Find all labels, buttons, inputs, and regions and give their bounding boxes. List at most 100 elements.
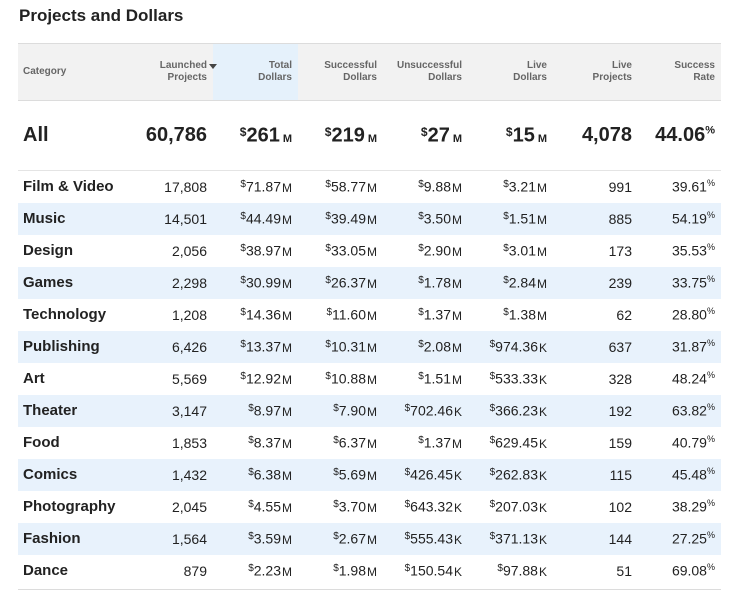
currency-symbol: $ <box>333 531 339 543</box>
amount-value: 4.55 <box>253 498 281 515</box>
amount-unit: M <box>282 308 292 323</box>
launched-projects: 2,045 <box>171 498 207 515</box>
amount-unit: M <box>282 372 292 387</box>
currency-symbol: $ <box>240 307 246 319</box>
success-rate: 28.80% <box>638 299 721 331</box>
total-cell: $8.37M <box>213 427 298 459</box>
currency-symbol: $ <box>404 467 411 479</box>
successful-cell: $10.88M <box>298 363 383 395</box>
percent-symbol: % <box>706 242 715 253</box>
amount-unit: M <box>452 132 462 145</box>
success-rate-value: 39.61 <box>671 179 707 196</box>
column-header-launched[interactable]: Launched Projects <box>143 43 213 101</box>
success-rate-value: 33.75 <box>671 274 707 291</box>
category-name: Theater <box>23 402 78 419</box>
column-header-label: Unsuccessful Dollars <box>396 60 462 83</box>
live-dollars-cell: $3.21M <box>468 171 553 203</box>
successful-cell: $5.69M <box>298 459 383 491</box>
unsuccessful-cell: $1.78M <box>383 267 468 299</box>
live-projects: 102 <box>608 498 632 515</box>
category-name: Comics <box>23 466 78 483</box>
total-cell: $3.59M <box>213 523 298 555</box>
live-projects: 239 <box>608 274 632 291</box>
table-bottom-border <box>18 586 721 590</box>
percent-symbol: % <box>706 210 715 221</box>
unsuccessful-cell: $3.50M <box>383 203 468 235</box>
category-name: Film & Video <box>23 178 114 196</box>
unsuccessful-cell: $2.08M <box>383 331 468 363</box>
currency-symbol: $ <box>503 243 509 255</box>
currency-symbol: $ <box>324 125 332 140</box>
currency-symbol: $ <box>503 211 509 223</box>
sort-descending-icon[interactable] <box>209 64 217 69</box>
launched-projects: 1,432 <box>171 466 207 483</box>
success-rate-value: 35.53 <box>671 242 707 259</box>
column-header-total[interactable]: Total Dollars <box>209 43 298 101</box>
page-title: Projects and Dollars <box>19 6 184 25</box>
live-dollars-cell: $366.23K <box>468 395 553 427</box>
amount-value: 974.36 <box>495 338 538 355</box>
currency-symbol: $ <box>418 275 424 287</box>
amount-unit: M <box>537 181 547 196</box>
percent-symbol: % <box>706 530 715 541</box>
success-rate-value: 45.48 <box>671 466 707 483</box>
currency-symbol: $ <box>404 403 411 415</box>
launched-projects: 1,208 <box>171 306 207 323</box>
column-header-category: Category <box>18 43 143 101</box>
column-header-unsuccessful[interactable]: Unsuccessful Dollars <box>383 43 468 101</box>
live-dollars-cell: $97.88K <box>468 555 553 587</box>
amount-unit: K <box>453 468 462 483</box>
currency-symbol: $ <box>497 563 503 575</box>
percent-symbol: % <box>706 178 715 189</box>
amount-value: 1.51 <box>423 370 451 387</box>
total-cell: $13.37M <box>213 331 298 363</box>
amount-value: 262.83 <box>495 466 538 483</box>
amount-value: 1.98 <box>338 562 366 579</box>
currency-symbol: $ <box>333 403 339 415</box>
amount-value: 219 <box>331 124 365 147</box>
currency-symbol: $ <box>333 467 339 479</box>
amount-unit: M <box>537 212 547 227</box>
success-rate: 39.61% <box>638 171 721 203</box>
live-dollars-cell: $974.36K <box>468 331 553 363</box>
successful-cell: $219 M <box>298 100 383 171</box>
amount-unit: M <box>452 436 462 451</box>
table-row: Art 5,569 $12.92M $10.88M $1.51M $533.33K 328 4… <box>18 363 721 395</box>
currency-symbol: $ <box>240 179 246 191</box>
amount-unit: M <box>452 276 462 291</box>
column-header-success_rate[interactable]: Success Rate <box>638 43 721 101</box>
column-header-label: Total Dollars <box>258 60 292 83</box>
column-header-live_dollars[interactable]: Live Dollars <box>468 43 553 101</box>
amount-unit: M <box>537 244 547 259</box>
table-row: Music 14,501 $44.49M $39.49M $3.50M $1.51M 885… <box>18 202 721 235</box>
live-projects: 991 <box>608 178 632 195</box>
amount-unit: M <box>367 404 377 419</box>
amount-unit: M <box>367 372 377 387</box>
currency-symbol: $ <box>325 371 331 383</box>
currency-symbol: $ <box>248 435 254 447</box>
table-row: Dance 879 $2.23M $1.98M $150.54K $97.88K 51 69.… <box>18 555 721 587</box>
percent-symbol: % <box>706 434 715 445</box>
currency-symbol: $ <box>333 563 339 575</box>
amount-value: 10.88 <box>330 370 366 387</box>
percent-symbol: % <box>706 466 715 477</box>
live-projects: 144 <box>608 530 632 547</box>
column-header-live_projects[interactable]: Live Projects <box>553 43 638 101</box>
success-rate: 63.82% <box>638 395 721 427</box>
amount-value: 7.90 <box>338 402 366 419</box>
currency-symbol: $ <box>240 371 246 383</box>
live-dollars-cell: $629.45K <box>468 427 553 459</box>
amount-value: 12.92 <box>245 370 281 387</box>
currency-symbol: $ <box>248 403 254 415</box>
amount-unit: M <box>282 468 292 483</box>
amount-unit: M <box>452 212 462 227</box>
successful-cell: $2.67M <box>298 523 383 555</box>
live-dollars-cell: $2.84M <box>468 267 553 299</box>
total-cell: $261 M <box>213 100 298 171</box>
table-row: Comics 1,432 $6.38M $5.69M $426.45K $262.83K 1… <box>18 458 721 491</box>
amount-unit: M <box>367 276 377 291</box>
column-header-successful[interactable]: Successful Dollars <box>298 43 383 101</box>
currency-symbol: $ <box>333 499 339 511</box>
success-rate-value: 31.87 <box>671 338 707 355</box>
amount-unit: M <box>537 132 547 145</box>
